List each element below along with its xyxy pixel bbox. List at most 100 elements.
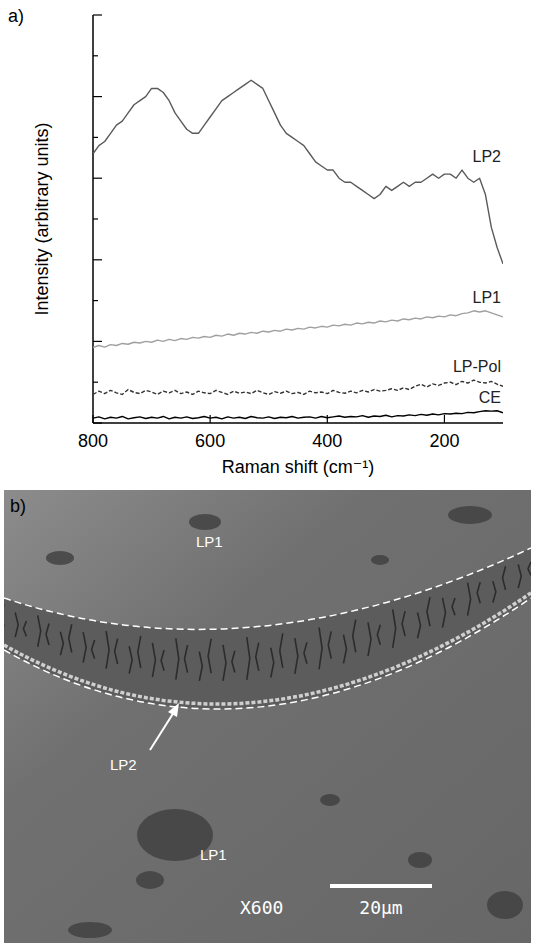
crack bbox=[15, 613, 18, 638]
dark-spot bbox=[320, 794, 340, 806]
y-tick bbox=[93, 96, 102, 97]
panel-label: a) bbox=[8, 6, 24, 26]
panel-label: b) bbox=[10, 496, 26, 516]
magnification-label: X600 bbox=[240, 897, 283, 918]
crack bbox=[295, 638, 298, 674]
series-label: CE bbox=[479, 389, 501, 406]
x-axis-line bbox=[93, 422, 503, 424]
y-tick bbox=[93, 259, 102, 260]
x-tick bbox=[327, 415, 328, 423]
crack bbox=[38, 615, 41, 646]
y-axis-title: Intensity (arbitrary units) bbox=[32, 122, 52, 315]
x-tick-label: 400 bbox=[312, 431, 342, 451]
boundary-dashed bbox=[4, 598, 531, 709]
y-tick bbox=[93, 178, 102, 179]
crack bbox=[304, 642, 307, 663]
x-tick bbox=[444, 415, 445, 423]
y-tick bbox=[93, 137, 98, 138]
y-tick bbox=[93, 300, 98, 301]
series-label: LP2 bbox=[473, 148, 502, 165]
crack bbox=[185, 645, 188, 673]
crack bbox=[129, 646, 132, 673]
crack bbox=[115, 639, 118, 664]
dark-spot bbox=[136, 871, 164, 889]
dark-spot bbox=[68, 922, 112, 938]
x-axis-title: Raman shift (cm⁻¹) bbox=[222, 457, 375, 477]
crack bbox=[343, 635, 346, 664]
y-tick bbox=[93, 382, 98, 383]
crack bbox=[46, 623, 49, 645]
crack bbox=[161, 650, 164, 671]
crack bbox=[319, 628, 322, 670]
crack bbox=[152, 643, 155, 677]
crack bbox=[452, 598, 455, 615]
crack bbox=[393, 609, 396, 647]
crack bbox=[353, 619, 356, 652]
crack bbox=[377, 625, 380, 645]
x-tick bbox=[210, 415, 211, 423]
crack bbox=[69, 624, 72, 652]
crack bbox=[271, 648, 274, 678]
dark-spot bbox=[448, 506, 492, 524]
x-tick-label: 800 bbox=[78, 431, 108, 451]
y-tick bbox=[93, 218, 98, 219]
series-group bbox=[93, 80, 503, 419]
crack bbox=[468, 583, 471, 616]
boundary-dashed bbox=[4, 548, 531, 629]
crack bbox=[402, 611, 405, 636]
region-label: LP2 bbox=[110, 756, 137, 773]
dark-spot bbox=[487, 891, 523, 919]
bright-rim bbox=[4, 593, 531, 704]
dark-spot bbox=[189, 514, 221, 530]
crack bbox=[23, 621, 26, 636]
crack bbox=[60, 632, 63, 656]
y-tick bbox=[93, 14, 102, 15]
crack bbox=[368, 622, 371, 656]
crack bbox=[106, 631, 109, 669]
spectrum-line bbox=[93, 80, 503, 264]
crack bbox=[427, 597, 430, 626]
x-tick-label: 600 bbox=[195, 431, 225, 451]
y-tick bbox=[93, 55, 98, 56]
crack bbox=[223, 645, 226, 681]
series-label: LP-Pol bbox=[453, 358, 501, 375]
crack bbox=[442, 598, 445, 628]
crack bbox=[208, 639, 211, 673]
y-tick bbox=[93, 422, 102, 423]
crack bbox=[503, 566, 506, 590]
arrow-head bbox=[168, 703, 179, 717]
crack bbox=[418, 613, 421, 639]
crack bbox=[493, 581, 496, 602]
scale-bar bbox=[330, 884, 432, 888]
dark-spot bbox=[46, 551, 74, 565]
crack bbox=[477, 582, 480, 603]
region-label: LP1 bbox=[196, 533, 223, 550]
crack bbox=[518, 564, 521, 588]
dark-spot bbox=[408, 852, 432, 868]
crack bbox=[328, 631, 331, 658]
crack bbox=[92, 640, 95, 659]
interphase-band bbox=[4, 548, 531, 709]
crack bbox=[280, 633, 283, 667]
crack bbox=[138, 636, 141, 668]
crack bbox=[199, 652, 202, 681]
dark-spot bbox=[371, 555, 389, 565]
scale-bar-label: 20μm bbox=[359, 897, 402, 918]
crack bbox=[256, 643, 259, 671]
spectrum-line bbox=[93, 411, 503, 419]
crack bbox=[247, 637, 250, 680]
arrow-line bbox=[150, 712, 174, 750]
x-tick-label: 200 bbox=[429, 431, 459, 451]
x-tick bbox=[92, 415, 93, 423]
crack bbox=[83, 632, 86, 662]
sem-image bbox=[4, 490, 531, 943]
crack bbox=[176, 638, 179, 679]
crack bbox=[528, 562, 531, 576]
spectrum-line bbox=[93, 380, 503, 394]
region-label: LP1 bbox=[200, 846, 227, 863]
figure: a) 800 600 400 200 Raman shift (cm⁻¹) Intensit… bbox=[0, 0, 535, 947]
spectrum-line bbox=[93, 311, 503, 348]
y-tick bbox=[93, 341, 102, 342]
series-label: LP1 bbox=[473, 289, 502, 306]
image-background bbox=[4, 490, 531, 943]
